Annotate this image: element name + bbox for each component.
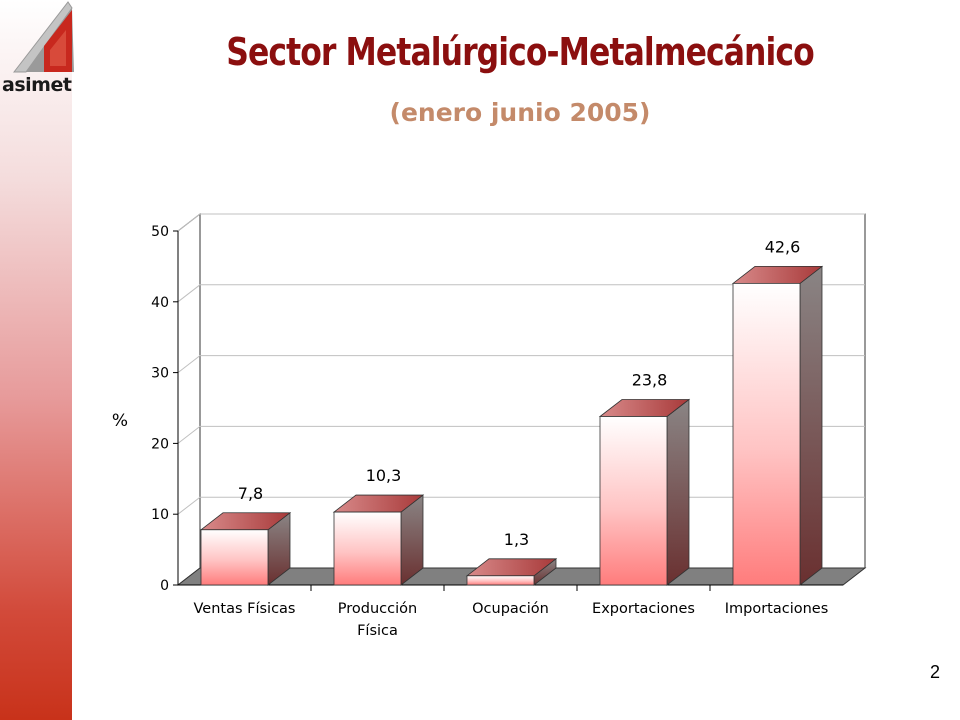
x-tick-label: Producción [338,601,417,617]
y-tick-label: 0 [160,578,169,594]
y-tick-label: 20 [151,436,169,452]
bar-side [799,265,823,586]
slide-subtitle: (enero junio 2005) [389,98,651,127]
gridline [177,213,865,232]
x-tick-label: Importaciones [725,601,829,617]
x-tick-label: Exportaciones [592,601,695,617]
asimet-logo [12,1,74,73]
bar [200,529,269,586]
bar [333,511,402,586]
data-label: 7,8 [238,484,263,503]
data-label: 23,8 [632,370,668,389]
x-tick-label: Física [357,623,398,639]
data-label: 1,3 [504,530,529,549]
bar [599,416,668,586]
gridline [177,355,865,373]
bar [466,575,535,586]
y-tick-label: 30 [151,366,169,382]
side-gradient-band [0,0,72,720]
data-label: 42,6 [765,237,801,256]
bar [732,282,801,586]
logo-text: asimet [2,74,72,96]
y-tick-label: 40 [151,295,169,311]
plot-side-wall [177,212,201,587]
bar-chart: 0 10 20 30 40 50% 7,8 Ventas Físicas 10,3 Producc… [112,212,867,639]
slide-title: Sector Metalúrgico-Metalmecánico [226,30,814,74]
y-axis-label: % [112,411,128,431]
data-label: 10,3 [366,466,402,485]
y-tick-label: 10 [151,507,169,523]
x-tick-label: Ocupación [472,601,549,617]
x-tick-label: Ventas Físicas [193,601,295,617]
y-tick-label: 50 [151,224,169,240]
gridline [177,284,865,303]
page-number: 2 [929,662,940,682]
bar-side [666,398,690,586]
